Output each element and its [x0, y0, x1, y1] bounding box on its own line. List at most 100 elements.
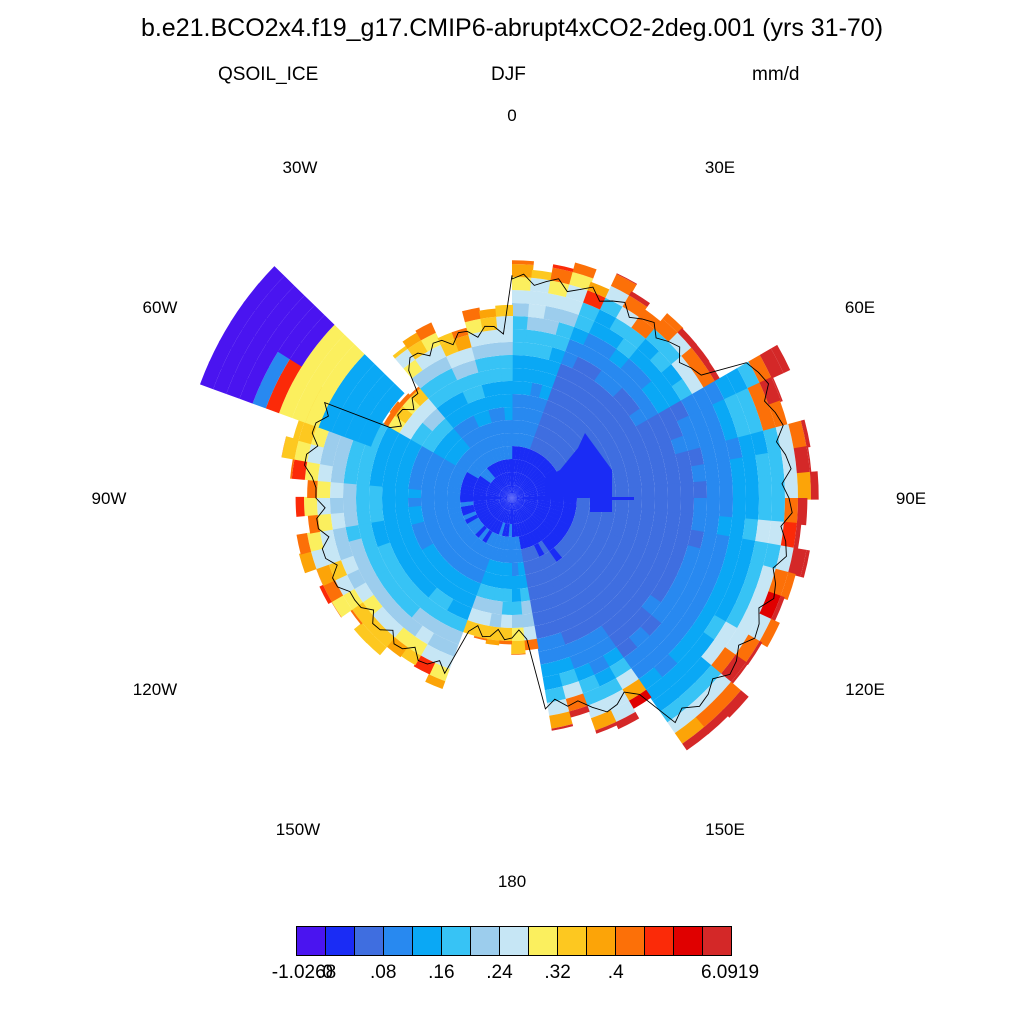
map-cell — [367, 410, 386, 428]
map-cell — [419, 597, 438, 616]
map-cell — [549, 434, 563, 449]
map-cell — [618, 443, 635, 459]
map-cell — [586, 543, 603, 559]
colorbar-swatch — [384, 927, 413, 955]
map-cell — [528, 468, 540, 480]
map-cell — [399, 422, 417, 440]
map-cell — [610, 274, 637, 296]
map-cell — [408, 505, 423, 517]
map-cell — [512, 342, 527, 356]
map-cell — [665, 421, 684, 441]
map-cell — [538, 595, 552, 612]
map-cell — [500, 367, 513, 382]
map-cell — [669, 574, 689, 597]
map-cell — [488, 503, 501, 511]
colorbar-tick-label: -1.0268 — [271, 962, 337, 983]
map-cell — [505, 523, 510, 537]
map-cell — [311, 315, 335, 339]
map-cell — [729, 517, 746, 540]
map-cell — [531, 512, 544, 524]
map-cell — [434, 503, 448, 512]
map-cell — [427, 344, 447, 363]
map-cell — [706, 498, 720, 518]
map-cell — [528, 422, 540, 437]
map-cell — [346, 568, 366, 589]
map-cell — [676, 648, 702, 674]
map-cell — [463, 359, 479, 376]
map-cell — [410, 549, 427, 566]
map-cell — [615, 487, 630, 499]
map-cell — [305, 407, 325, 428]
map-cell — [497, 475, 506, 488]
map-cell — [512, 498, 522, 508]
map-cell — [700, 444, 717, 466]
map-cell — [682, 545, 701, 566]
map-cell — [489, 504, 502, 513]
map-cell — [511, 511, 515, 525]
map-cell — [714, 596, 736, 623]
map-cell — [590, 536, 607, 551]
map-cell — [433, 490, 448, 498]
map-cell — [693, 363, 716, 389]
map-cell — [466, 565, 479, 581]
map-cell — [266, 326, 290, 352]
map-cell — [512, 498, 525, 504]
colorbar-swatch — [326, 927, 355, 955]
map-cell — [384, 463, 400, 478]
map-cell — [518, 508, 527, 521]
map-cell — [628, 626, 650, 648]
map-cell — [319, 584, 332, 604]
map-cell — [491, 381, 504, 396]
map-cell — [582, 524, 598, 537]
map-cell — [411, 521, 427, 534]
map-cell — [492, 520, 501, 534]
map-cell — [479, 542, 490, 557]
map-cell — [725, 536, 743, 560]
map-cell — [622, 295, 648, 318]
map-cell — [304, 460, 321, 481]
map-cell — [466, 517, 481, 528]
map-cell — [652, 687, 680, 712]
map-cell — [445, 412, 461, 429]
map-cell — [704, 461, 720, 482]
map-cell — [382, 486, 396, 498]
map-cell — [809, 471, 819, 500]
map-cell — [375, 373, 395, 393]
map-cell — [694, 548, 713, 571]
map-cell — [550, 267, 574, 285]
map-cell — [450, 470, 465, 481]
map-cell — [389, 537, 406, 553]
map-cell — [501, 489, 512, 498]
map-cell — [667, 640, 692, 665]
longitude-label: 90W — [91, 489, 127, 508]
map-cell — [496, 407, 506, 422]
map-cell — [514, 523, 519, 537]
map-cell — [458, 347, 476, 364]
map-cell — [362, 594, 383, 615]
map-cell — [401, 533, 418, 548]
colorbar-swatch — [355, 927, 384, 955]
map-cell — [475, 481, 489, 490]
map-cell — [550, 576, 564, 593]
map-cell — [540, 661, 560, 678]
map-cell — [459, 497, 474, 503]
map-cell — [242, 309, 267, 337]
map-cell — [456, 543, 471, 558]
map-cell — [277, 334, 301, 360]
map-cell — [561, 553, 577, 568]
map-cell — [613, 547, 630, 564]
map-cell — [296, 533, 312, 555]
map-cell — [495, 304, 513, 317]
plot-title: b.e21.BCO2x4.f19_g17.CMIP6-abrupt4xCO2-2… — [140, 14, 884, 42]
map-cell — [272, 373, 294, 398]
map-cell — [742, 518, 759, 543]
map-cell — [712, 399, 733, 424]
map-cell — [432, 424, 448, 440]
map-cell — [758, 618, 780, 648]
map-cell — [502, 536, 509, 550]
map-cell — [646, 535, 663, 553]
map-cell — [512, 498, 524, 506]
map-cell — [449, 511, 464, 521]
map-cell — [564, 396, 580, 414]
map-cell — [444, 530, 459, 543]
